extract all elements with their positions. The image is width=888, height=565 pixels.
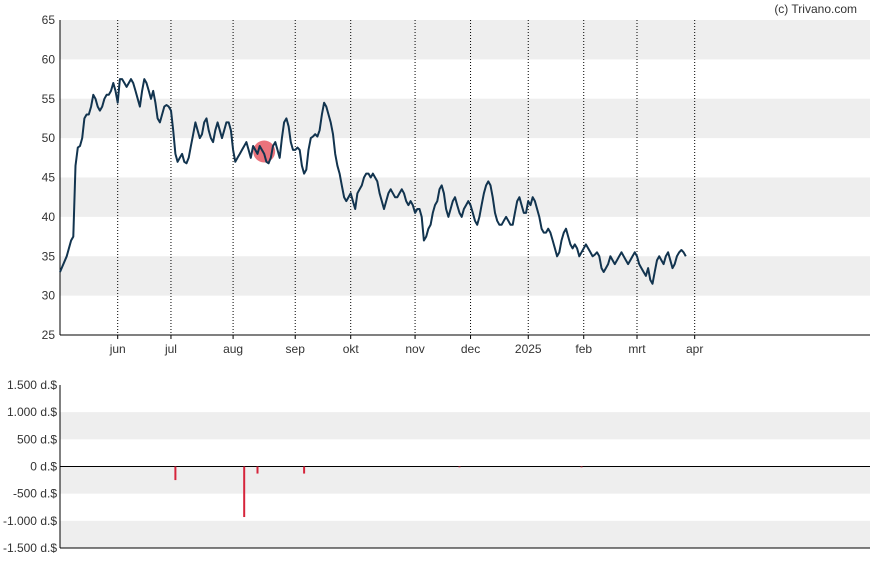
y-tick-label: 50 (42, 131, 56, 145)
x-tick-label: mrt (628, 342, 646, 356)
x-tick-label: jun (109, 342, 126, 356)
credit-label: (c) Trivano.com (774, 2, 857, 16)
y-tick-label: 65 (42, 13, 56, 27)
x-tick-label: dec (461, 342, 480, 356)
y-tick-label: 25 (42, 328, 56, 342)
y-tick-label: 60 (42, 52, 56, 66)
volume-y-tick-label: -1.000 d.$ (3, 514, 57, 528)
volume-grid-band (60, 520, 870, 548)
x-tick-label: sep (286, 342, 306, 356)
price-grid-band (60, 256, 870, 296)
volume-panel: -1.500 d.$ -1.000 d.$ -500 d.$ 0 d.$ 500 d.$… (3, 378, 870, 555)
volume-y-tick-label: 0 d.$ (30, 460, 57, 474)
price-series-line (59, 78, 687, 285)
x-tick-label: 2025 (515, 342, 542, 356)
price-grid-band (60, 20, 870, 60)
volume-grid-band (60, 412, 870, 440)
price-panel: jun jul aug sep okt nov dec 2025 feb mrt apr 25 30 35… (42, 13, 870, 356)
x-tick-label: aug (223, 342, 243, 356)
y-tick-label: 40 (42, 210, 56, 224)
volume-y-tick-label: -500 d.$ (13, 487, 57, 501)
volume-y-tick-label: -1.500 d.$ (3, 541, 57, 555)
volume-y-tick-label: 500 d.$ (17, 432, 57, 446)
x-tick-label: jul (164, 342, 177, 356)
price-grid-band (60, 98, 870, 139)
price-grid-band (60, 177, 870, 217)
x-tick-label: okt (343, 342, 360, 356)
volume-y-tick-label: 1.500 d.$ (7, 378, 57, 392)
y-tick-label: 45 (42, 171, 56, 185)
x-tick-label: feb (575, 342, 592, 356)
x-tick-label: apr (686, 342, 703, 356)
y-tick-label: 55 (42, 92, 56, 106)
volume-y-tick-label: 1.000 d.$ (7, 405, 57, 419)
x-tick-label: nov (405, 342, 424, 356)
y-tick-label: 35 (42, 249, 56, 263)
y-tick-label: 30 (42, 289, 56, 303)
volume-grid-band (60, 466, 870, 494)
